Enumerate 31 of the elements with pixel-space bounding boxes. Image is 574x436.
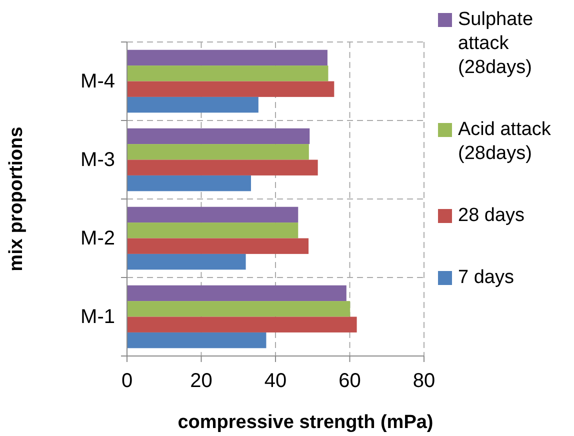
bar <box>127 81 334 97</box>
bar <box>127 175 251 192</box>
y-tick-label: M-2 <box>80 228 115 250</box>
bar <box>127 316 357 332</box>
y-axis-title: mix proportions <box>6 126 27 272</box>
legend-label: Sulphate attack (28days) <box>458 9 534 78</box>
bar <box>127 128 310 144</box>
bar <box>127 144 309 160</box>
bar <box>127 50 328 66</box>
bar <box>127 254 246 270</box>
legend-label: 7 days <box>458 267 514 288</box>
x-tick-label: 60 <box>338 370 361 392</box>
x-tick-label: 0 <box>121 370 133 392</box>
bar <box>127 238 309 254</box>
bar <box>127 66 328 82</box>
legend-label: Acid attack (28days) <box>458 119 552 164</box>
bar <box>127 301 350 317</box>
x-tick-label: 20 <box>190 370 212 392</box>
y-tick-label: M-3 <box>80 149 115 172</box>
x-tick-label: 80 <box>412 370 436 392</box>
bar <box>127 160 318 176</box>
y-tick-label: M-4 <box>80 70 115 93</box>
bar <box>127 96 258 113</box>
bar <box>127 285 346 302</box>
bar <box>127 222 298 238</box>
legend-label: 28 days <box>458 205 525 226</box>
x-axis-title: compressive strength (mPa) <box>178 412 434 433</box>
y-tick-label: M-1 <box>80 306 115 328</box>
bar <box>127 332 266 348</box>
bar <box>127 206 298 223</box>
x-tick-label: 40 <box>264 370 287 392</box>
